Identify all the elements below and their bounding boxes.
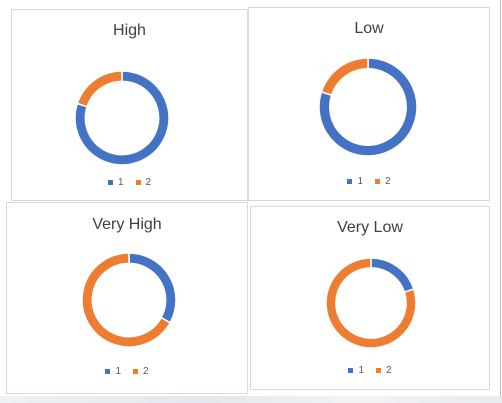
legend-label: 1 [358, 365, 364, 376]
legend-item-series-2: 2 [376, 365, 392, 376]
chart-panel-very-high: Very High 1 2 [6, 202, 248, 394]
chart-title: High [113, 22, 146, 39]
donut-segment-series-1 [128, 252, 177, 324]
legend-label: 1 [115, 366, 121, 377]
legend-swatch [347, 179, 353, 184]
chart-legend: 1 2 [251, 365, 489, 376]
chart-legend: 1 2 [12, 177, 247, 188]
legend-swatch [107, 180, 113, 185]
donut-chart [81, 252, 177, 348]
legend-swatch [348, 368, 354, 373]
donut-segment-series-2 [320, 57, 369, 97]
donut-segment-series-1 [370, 257, 415, 294]
legend-swatch [133, 369, 138, 374]
legend-label: 1 [117, 177, 124, 188]
chart-legend: 1 2 [7, 366, 247, 377]
window-bottom-strip [0, 396, 502, 403]
legend-label: 2 [143, 366, 149, 377]
legend-item-series-2: 2 [135, 177, 152, 188]
chart-panel-low: Low 1 2 [248, 7, 490, 201]
legend-label: 2 [385, 176, 391, 187]
donut-segment-series-2 [81, 252, 172, 348]
window-edge-divider [500, 0, 501, 403]
legend-item-series-1: 1 [347, 176, 363, 187]
legend-item-series-1: 1 [348, 365, 364, 376]
legend-swatch [376, 368, 381, 373]
legend-item-series-1: 1 [107, 177, 124, 188]
chart-title: Very High [92, 216, 162, 233]
donut-chart [74, 70, 170, 166]
chart-legend: 1 2 [249, 176, 489, 187]
donut-segment-series-1 [74, 70, 170, 166]
legend-item-series-2: 2 [375, 176, 391, 187]
chart-title: Very Low [337, 219, 403, 236]
donut-chart [325, 257, 417, 349]
legend-item-series-2: 2 [133, 366, 149, 377]
legend-label: 1 [357, 176, 363, 187]
chart-panel-very-low: Very Low 1 2 [250, 206, 490, 390]
donut-segment-series-2 [325, 257, 417, 349]
donut-segment-series-1 [318, 57, 418, 157]
legend-swatch [105, 369, 111, 374]
legend-swatch [135, 180, 141, 185]
donut-chart [318, 57, 418, 157]
legend-swatch [375, 179, 380, 184]
chart-panel-high: High 1 2 [11, 9, 248, 201]
legend-item-series-1: 1 [105, 366, 121, 377]
chart-title: Low [354, 20, 384, 37]
legend-label: 2 [386, 365, 392, 376]
donut-segment-series-2 [76, 70, 123, 108]
legend-label: 2 [145, 177, 152, 188]
